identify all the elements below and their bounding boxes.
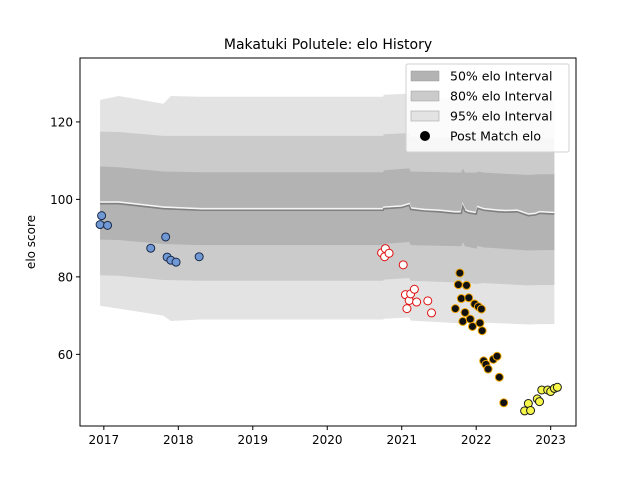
x-tick-label: 2018 xyxy=(163,433,194,447)
post-match-point xyxy=(462,280,472,290)
post-match-point xyxy=(458,316,468,326)
legend-label: 80% elo Interval xyxy=(450,89,552,104)
y-tick-label: 100 xyxy=(50,193,73,207)
rating-line xyxy=(100,202,555,217)
post-match-point xyxy=(384,248,394,258)
legend-label: 95% elo Interval xyxy=(450,109,552,124)
post-match-point xyxy=(465,314,475,324)
post-match-point xyxy=(499,398,509,408)
post-match-point xyxy=(95,220,105,230)
post-match-point xyxy=(103,220,113,230)
post-match-point xyxy=(467,321,477,331)
y-axis: 60 80 100 120 xyxy=(50,115,80,362)
x-tick-label: 2017 xyxy=(89,433,120,447)
post-match-point xyxy=(423,296,433,306)
legend-box xyxy=(405,63,570,153)
post-match-point xyxy=(483,364,493,374)
y-axis-label: elo score xyxy=(24,215,38,269)
post-match-point xyxy=(552,382,562,392)
post-match-point xyxy=(464,293,474,303)
post-match-point xyxy=(477,326,487,336)
post-match-point xyxy=(492,351,502,361)
post-match-point xyxy=(427,308,437,318)
post-match-point xyxy=(194,252,204,262)
post-match-point xyxy=(171,257,181,267)
post-match-point xyxy=(453,280,463,290)
x-tick-label: 2019 xyxy=(238,433,269,447)
post-match-point xyxy=(450,304,460,314)
post-match-point xyxy=(456,294,466,304)
y-tick-label: 80 xyxy=(58,270,73,284)
legend-marker xyxy=(420,131,430,141)
post-match-point xyxy=(460,308,470,317)
legend: 50% elo Interval 80% elo Interval 95% elo … xyxy=(405,63,570,153)
x-axis: 2017 2018 2019 2020 2021 2022 2023 xyxy=(89,426,566,447)
axes-frame xyxy=(79,57,577,427)
post-match-point xyxy=(526,406,536,416)
post-match-point xyxy=(97,211,107,221)
legend-swatch xyxy=(410,110,440,122)
post-match-point xyxy=(398,260,408,270)
post-match-point xyxy=(494,372,504,382)
x-tick-label: 2022 xyxy=(461,433,492,447)
post-match-point xyxy=(476,304,486,314)
post-match-point xyxy=(161,232,171,242)
x-tick-label: 2023 xyxy=(535,433,566,447)
x-tick-label: 2020 xyxy=(312,433,343,447)
legend-label: Post Match elo xyxy=(450,129,541,144)
y-tick-label: 120 xyxy=(50,115,73,129)
x-tick-label: 2021 xyxy=(386,433,417,447)
post-match-point xyxy=(412,297,422,307)
post-match-point xyxy=(455,268,465,278)
legend-swatch xyxy=(410,90,440,102)
rating-line-highlight xyxy=(100,201,555,215)
chart-title: Makatuki Polutele: elo History xyxy=(224,37,432,53)
y-tick-label: 60 xyxy=(58,348,73,362)
post-match-point xyxy=(535,397,545,407)
post-match-point xyxy=(146,243,156,253)
post-match-point xyxy=(409,284,419,294)
post-match-point xyxy=(402,304,412,314)
legend-swatch xyxy=(410,70,440,82)
post-match-point xyxy=(475,318,485,328)
legend-label: 50% elo Interval xyxy=(450,69,552,84)
